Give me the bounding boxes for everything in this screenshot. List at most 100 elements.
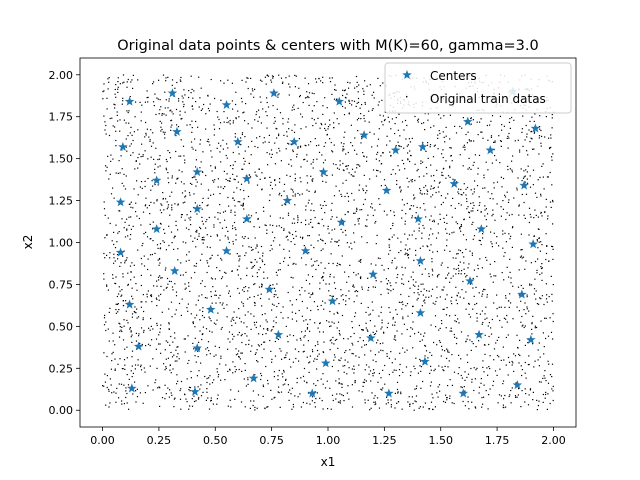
data-point bbox=[394, 123, 396, 125]
data-point bbox=[201, 280, 203, 282]
data-point bbox=[193, 348, 195, 350]
data-point bbox=[163, 113, 165, 115]
data-point bbox=[386, 144, 388, 146]
data-point bbox=[201, 171, 203, 173]
data-point bbox=[514, 395, 517, 397]
data-point bbox=[331, 216, 333, 218]
data-point bbox=[192, 108, 194, 110]
data-point bbox=[159, 109, 161, 111]
data-point bbox=[390, 228, 392, 230]
data-point bbox=[305, 145, 307, 147]
data-point bbox=[201, 333, 203, 336]
data-point bbox=[277, 296, 279, 299]
data-point bbox=[476, 320, 478, 322]
data-point bbox=[344, 359, 346, 361]
data-point bbox=[300, 257, 303, 259]
data-point bbox=[384, 118, 386, 121]
data-point bbox=[207, 204, 209, 206]
data-point bbox=[483, 177, 485, 179]
data-point bbox=[304, 158, 306, 160]
data-point bbox=[373, 369, 375, 371]
data-point bbox=[439, 327, 441, 329]
data-point bbox=[301, 315, 303, 317]
data-point bbox=[367, 289, 369, 291]
data-point bbox=[538, 137, 540, 139]
data-point bbox=[454, 207, 456, 209]
data-point bbox=[248, 339, 250, 341]
data-point bbox=[206, 140, 208, 142]
data-point bbox=[437, 148, 439, 150]
data-point bbox=[457, 267, 459, 270]
data-point bbox=[280, 226, 283, 229]
data-point bbox=[428, 273, 430, 275]
data-point bbox=[518, 388, 520, 390]
data-point bbox=[327, 225, 329, 227]
data-point bbox=[276, 137, 278, 139]
data-point bbox=[207, 95, 209, 97]
data-point bbox=[287, 142, 289, 144]
data-point bbox=[501, 326, 503, 328]
data-point bbox=[188, 217, 190, 219]
data-point bbox=[227, 238, 229, 240]
data-point bbox=[348, 290, 350, 292]
data-point bbox=[472, 210, 474, 212]
data-point bbox=[417, 288, 419, 290]
data-point bbox=[125, 387, 127, 389]
data-point bbox=[270, 181, 272, 183]
data-point bbox=[534, 131, 536, 133]
data-point bbox=[273, 296, 275, 298]
data-point bbox=[159, 99, 161, 101]
data-point bbox=[200, 362, 202, 364]
data-point bbox=[286, 131, 288, 133]
data-point bbox=[244, 333, 246, 335]
data-point bbox=[490, 231, 492, 233]
data-point bbox=[251, 140, 253, 142]
data-point bbox=[113, 391, 115, 393]
data-point bbox=[251, 267, 253, 269]
x-tick-label: 0.75 bbox=[259, 434, 284, 447]
data-point bbox=[170, 372, 172, 374]
data-point bbox=[406, 177, 408, 179]
data-point bbox=[319, 322, 321, 324]
data-point bbox=[542, 401, 544, 403]
data-point bbox=[336, 98, 338, 101]
data-point bbox=[536, 272, 538, 274]
data-point bbox=[219, 222, 221, 224]
data-point bbox=[325, 129, 327, 131]
data-point bbox=[342, 182, 344, 184]
data-point bbox=[238, 368, 240, 371]
data-point bbox=[523, 201, 525, 204]
data-point bbox=[391, 236, 393, 238]
data-point bbox=[131, 316, 133, 318]
data-point bbox=[201, 315, 204, 317]
data-point bbox=[303, 344, 305, 346]
data-point bbox=[311, 396, 314, 398]
data-point bbox=[131, 341, 133, 343]
data-point bbox=[534, 360, 536, 362]
data-point bbox=[155, 379, 157, 381]
data-point bbox=[254, 145, 256, 148]
data-point bbox=[423, 335, 425, 337]
data-point bbox=[377, 257, 379, 259]
data-point bbox=[359, 209, 361, 211]
data-point bbox=[266, 115, 268, 117]
data-point bbox=[251, 345, 253, 347]
data-point bbox=[296, 382, 298, 384]
data-point bbox=[520, 255, 523, 257]
data-point bbox=[261, 189, 263, 191]
data-point bbox=[551, 114, 553, 116]
data-point bbox=[382, 152, 384, 154]
data-point bbox=[453, 333, 455, 336]
data-point bbox=[381, 319, 383, 321]
data-point bbox=[519, 339, 521, 341]
data-point bbox=[425, 166, 427, 169]
data-point bbox=[313, 93, 315, 95]
data-point bbox=[531, 284, 533, 286]
data-point bbox=[308, 223, 310, 225]
data-point bbox=[390, 404, 392, 406]
data-point bbox=[267, 106, 270, 108]
data-point bbox=[445, 177, 447, 179]
data-point bbox=[168, 98, 170, 100]
center-star-marker bbox=[368, 269, 378, 279]
data-point bbox=[306, 175, 308, 177]
